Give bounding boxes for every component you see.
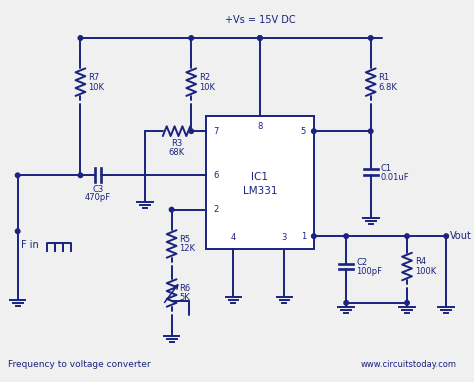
Circle shape (189, 129, 193, 133)
Circle shape (15, 173, 20, 178)
Text: C2: C2 (356, 258, 367, 267)
Text: R1: R1 (379, 73, 390, 82)
Text: R5: R5 (180, 235, 191, 244)
Circle shape (258, 36, 262, 40)
Text: R3: R3 (171, 139, 182, 149)
Circle shape (15, 229, 20, 233)
Text: R2: R2 (199, 73, 210, 82)
Text: +Vs = 15V DC: +Vs = 15V DC (225, 15, 295, 25)
Circle shape (344, 301, 348, 305)
Bar (206, 117, 314, 249)
Circle shape (405, 234, 409, 238)
Text: Frequency to voltage converter: Frequency to voltage converter (8, 359, 150, 369)
Text: 10K: 10K (199, 83, 215, 92)
Text: 2: 2 (214, 205, 219, 214)
Text: R7: R7 (88, 73, 100, 82)
Text: 7: 7 (214, 127, 219, 136)
Text: 8: 8 (257, 122, 263, 131)
Circle shape (311, 234, 316, 238)
Circle shape (368, 129, 373, 133)
Text: 1: 1 (301, 231, 306, 241)
Text: 470pF: 470pF (85, 193, 111, 202)
Circle shape (405, 301, 409, 305)
Text: IC1: IC1 (251, 172, 268, 182)
Text: 12K: 12K (180, 244, 195, 253)
Circle shape (344, 234, 348, 238)
Circle shape (444, 234, 448, 238)
Circle shape (368, 36, 373, 40)
Text: 100pF: 100pF (356, 267, 382, 276)
Circle shape (78, 173, 82, 178)
Text: LM331: LM331 (243, 186, 277, 196)
Text: R4: R4 (415, 257, 426, 266)
Circle shape (189, 36, 193, 40)
Text: C3: C3 (92, 185, 104, 194)
Text: R6: R6 (180, 283, 191, 293)
Circle shape (78, 36, 82, 40)
Text: 0.01uF: 0.01uF (381, 173, 409, 182)
Text: 4: 4 (231, 233, 236, 242)
Text: 5K: 5K (180, 293, 190, 303)
Text: C1: C1 (381, 164, 392, 173)
Circle shape (311, 129, 316, 133)
Text: Vout: Vout (450, 231, 472, 241)
Text: www.circuitstoday.com: www.circuitstoday.com (361, 359, 457, 369)
Text: 6.8K: 6.8K (379, 83, 397, 92)
Text: 10K: 10K (88, 83, 104, 92)
Text: 68K: 68K (168, 148, 185, 157)
Text: F in: F in (20, 240, 38, 250)
Circle shape (169, 207, 174, 212)
Text: 100K: 100K (415, 267, 436, 276)
Text: 6: 6 (214, 171, 219, 180)
Circle shape (258, 36, 262, 40)
Text: 5: 5 (301, 127, 306, 136)
Text: 3: 3 (282, 233, 287, 242)
